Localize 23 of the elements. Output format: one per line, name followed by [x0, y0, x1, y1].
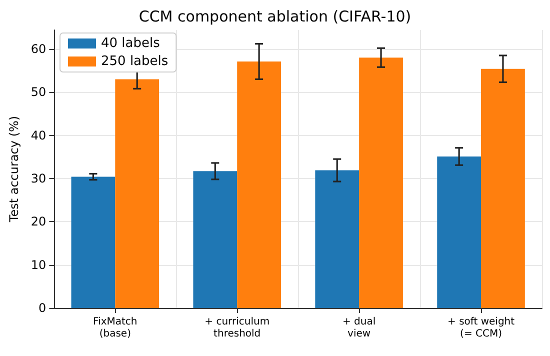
y-tick-label: 50 — [30, 85, 46, 100]
bar — [437, 156, 482, 308]
y-tick-label: 40 — [30, 128, 46, 142]
y-tick-label: 30 — [30, 171, 46, 186]
bar — [315, 170, 360, 308]
y-tick-label: 10 — [30, 258, 46, 272]
x-tick-label: + dual view — [342, 316, 376, 340]
y-tick-label: 0 — [38, 301, 46, 315]
legend-label: 250 labels — [101, 54, 168, 69]
chart-title: CCM component ablation (CIFAR-10) — [138, 8, 412, 26]
bar — [359, 58, 403, 308]
x-tick-label: + soft weight (= CCM) — [448, 316, 515, 340]
legend-label: 40 labels — [101, 36, 160, 51]
y-tick-label: 20 — [30, 214, 46, 229]
bar — [237, 62, 282, 308]
bar — [193, 171, 238, 308]
x-tick-label: + curriculum threshold — [204, 316, 270, 340]
bar — [115, 79, 160, 308]
bar — [481, 68, 525, 308]
x-tick-label: FixMatch (base) — [93, 316, 138, 340]
bar — [71, 176, 116, 308]
y-tick-label: 60 — [30, 42, 46, 56]
y-axis-title: Test accuracy (%) — [7, 116, 21, 224]
